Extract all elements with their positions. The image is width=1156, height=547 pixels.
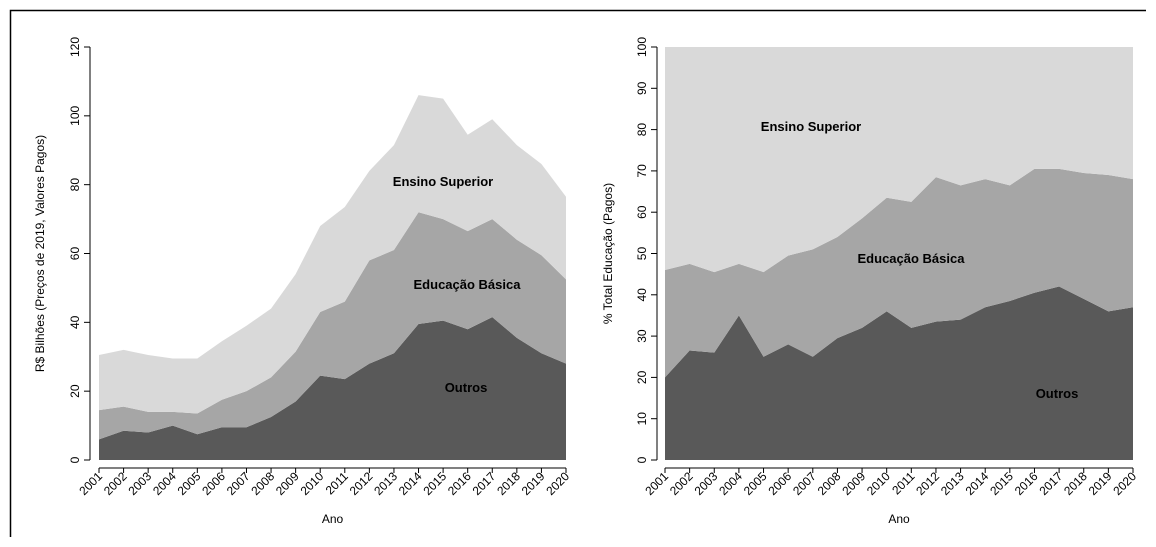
x-tick-label: 2005	[175, 469, 204, 498]
x-tick-label: 2009	[273, 469, 302, 498]
x-tick-label: 2017	[1036, 469, 1065, 498]
y-tick-label: 50	[635, 247, 649, 261]
y-tick-label: 80	[635, 123, 649, 137]
series-label: Outros	[445, 380, 488, 395]
x-tick-label: 2016	[445, 469, 474, 498]
y-tick-label: 120	[68, 37, 82, 57]
y-tick-label: 100	[635, 37, 649, 57]
x-tick-label: 2002	[101, 469, 130, 498]
x-tick-label: 2008	[248, 469, 277, 498]
y-tick-label: 10	[635, 412, 649, 426]
area	[99, 95, 566, 414]
x-tick-label: 2020	[1110, 469, 1139, 498]
area	[665, 47, 1133, 273]
x-tick-label: 2010	[864, 469, 893, 498]
x-tick-label: 2002	[667, 469, 696, 498]
x-tick-label: 2007	[790, 469, 819, 498]
area	[665, 168, 1133, 378]
x-tick-label: 2013	[938, 469, 967, 498]
y-axis-title: R$ Bilhões (Preços de 2019, Valores Pago…	[33, 135, 47, 372]
x-axis-title: Ano	[322, 512, 344, 526]
y-tick-label: 90	[635, 81, 649, 95]
x-tick-label: 2012	[913, 469, 942, 498]
frame	[9, 9, 1146, 537]
x-tick-label: 2001	[642, 469, 671, 498]
x-tick-label: 2008	[815, 469, 844, 498]
x-tick-label: 2014	[963, 469, 992, 498]
x-tick-label: 2004	[150, 469, 179, 498]
series-label: Educação Básica	[858, 251, 966, 266]
x-tick-label: 2019	[1086, 469, 1115, 498]
y-tick-label: 30	[635, 329, 649, 343]
series-label: Ensino Superior	[393, 174, 493, 189]
y-tick-label: 100	[68, 106, 82, 126]
x-tick-label: 2001	[76, 469, 105, 498]
y-tick-label: 0	[68, 456, 82, 463]
y-tick-label: 40	[68, 315, 82, 329]
series-label: Educação Básica	[414, 277, 522, 292]
x-tick-label: 2011	[889, 469, 917, 497]
area	[99, 317, 566, 460]
x-tick-label: 2006	[765, 469, 794, 498]
series-label: Outros	[1036, 386, 1079, 401]
y-tick-label: 70	[635, 164, 649, 178]
x-tick-label: 2007	[224, 469, 253, 498]
x-tick-label: 2005	[741, 469, 770, 498]
y-tick-label: 20	[635, 370, 649, 384]
x-tick-label: 2018	[494, 469, 523, 498]
x-tick-label: 2017	[470, 469, 499, 498]
x-tick-label: 2015	[420, 469, 449, 498]
x-tick-label: 2011	[323, 469, 351, 497]
x-tick-label: 2012	[347, 469, 376, 498]
area	[665, 286, 1133, 460]
area	[99, 212, 566, 440]
y-axis-title: % Total Educação (Pagos)	[601, 183, 615, 324]
x-tick-label: 2009	[839, 469, 868, 498]
x-tick-label: 2019	[519, 469, 548, 498]
y-tick-label: 60	[635, 205, 649, 219]
x-tick-label: 2004	[716, 469, 745, 498]
y-tick-label: 20	[68, 384, 82, 398]
y-tick-label: 60	[68, 247, 82, 261]
x-tick-label: 2013	[371, 469, 400, 498]
x-axis-title: Ano	[888, 512, 910, 526]
x-tick-label: 2010	[298, 469, 327, 498]
y-tick-label: 40	[635, 288, 649, 302]
x-tick-label: 2018	[1061, 469, 1090, 498]
x-tick-label: 2014	[396, 469, 425, 498]
y-tick-label: 80	[68, 178, 82, 192]
x-tick-label: 2003	[125, 469, 154, 498]
x-tick-label: 2003	[692, 469, 721, 498]
x-tick-label: 2016	[1012, 469, 1041, 498]
x-tick-label: 2020	[543, 469, 572, 498]
x-tick-label: 2006	[199, 469, 228, 498]
y-tick-label: 0	[635, 456, 649, 463]
series-label: Ensino Superior	[761, 119, 861, 134]
x-tick-label: 2015	[987, 469, 1016, 498]
